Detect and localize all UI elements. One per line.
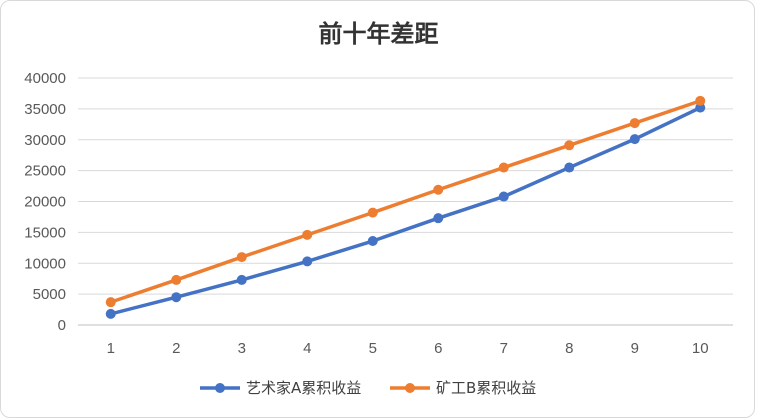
data-point xyxy=(629,118,640,129)
series-line xyxy=(110,99,701,304)
legend-label: 艺术家A累积收益 xyxy=(246,379,361,397)
data-point xyxy=(236,274,247,285)
x-tick-label: 8 xyxy=(565,340,573,357)
data-point xyxy=(236,252,247,263)
x-tick-label: 4 xyxy=(303,340,311,357)
data-point xyxy=(367,207,378,218)
data-point xyxy=(105,308,116,319)
y-axis-ticks: 0 5000 10000 15000 20000 25000 30000 35000 40000 xyxy=(24,70,66,334)
y-tick-label: 0 xyxy=(58,317,66,334)
y-tick-label: 30000 xyxy=(24,132,66,149)
data-point xyxy=(367,236,378,247)
x-tick-label: 2 xyxy=(172,340,180,357)
data-point xyxy=(695,95,706,106)
data-point xyxy=(302,256,313,267)
x-tick-label: 6 xyxy=(434,340,442,357)
y-tick-label: 35000 xyxy=(24,101,66,118)
data-point xyxy=(105,297,116,308)
y-tick-label: 5000 xyxy=(33,286,66,303)
y-tick-label: 15000 xyxy=(24,224,66,241)
y-tick-label: 25000 xyxy=(24,163,66,180)
data-point xyxy=(171,274,182,285)
data-point xyxy=(171,292,182,303)
data-point xyxy=(498,162,509,173)
chart-title: 前十年差距 xyxy=(318,20,439,48)
x-tick-label: 1 xyxy=(107,340,115,357)
data-point xyxy=(433,184,444,195)
series-1 xyxy=(105,102,706,319)
data-point xyxy=(498,191,509,202)
y-tick-label: 20000 xyxy=(24,194,66,211)
x-tick-label: 5 xyxy=(369,340,377,357)
x-axis-ticks: 1 2 3 4 5 6 7 8 9 10 xyxy=(107,340,709,357)
legend-marker xyxy=(215,383,225,393)
series-line xyxy=(110,106,702,316)
legend-label: 矿工B累积收益 xyxy=(436,379,536,397)
legend-item-1: 艺术家A累积收益 xyxy=(200,379,361,397)
data-point xyxy=(302,229,313,240)
data-point xyxy=(564,162,575,173)
x-tick-label: 9 xyxy=(631,340,639,357)
data-point xyxy=(433,213,444,224)
legend-item-2: 矿工B累积收益 xyxy=(390,379,536,397)
series-layer xyxy=(105,95,706,319)
x-tick-label: 10 xyxy=(692,340,709,357)
x-tick-label: 7 xyxy=(500,340,508,357)
y-tick-label: 10000 xyxy=(24,255,66,272)
legend: 艺术家A累积收益 矿工B累积收益 xyxy=(200,379,536,397)
y-tick-label: 40000 xyxy=(24,70,66,87)
data-point xyxy=(564,140,575,151)
data-point xyxy=(629,134,640,145)
series-2 xyxy=(105,95,706,308)
legend-marker xyxy=(405,383,415,393)
x-tick-label: 3 xyxy=(238,340,246,357)
